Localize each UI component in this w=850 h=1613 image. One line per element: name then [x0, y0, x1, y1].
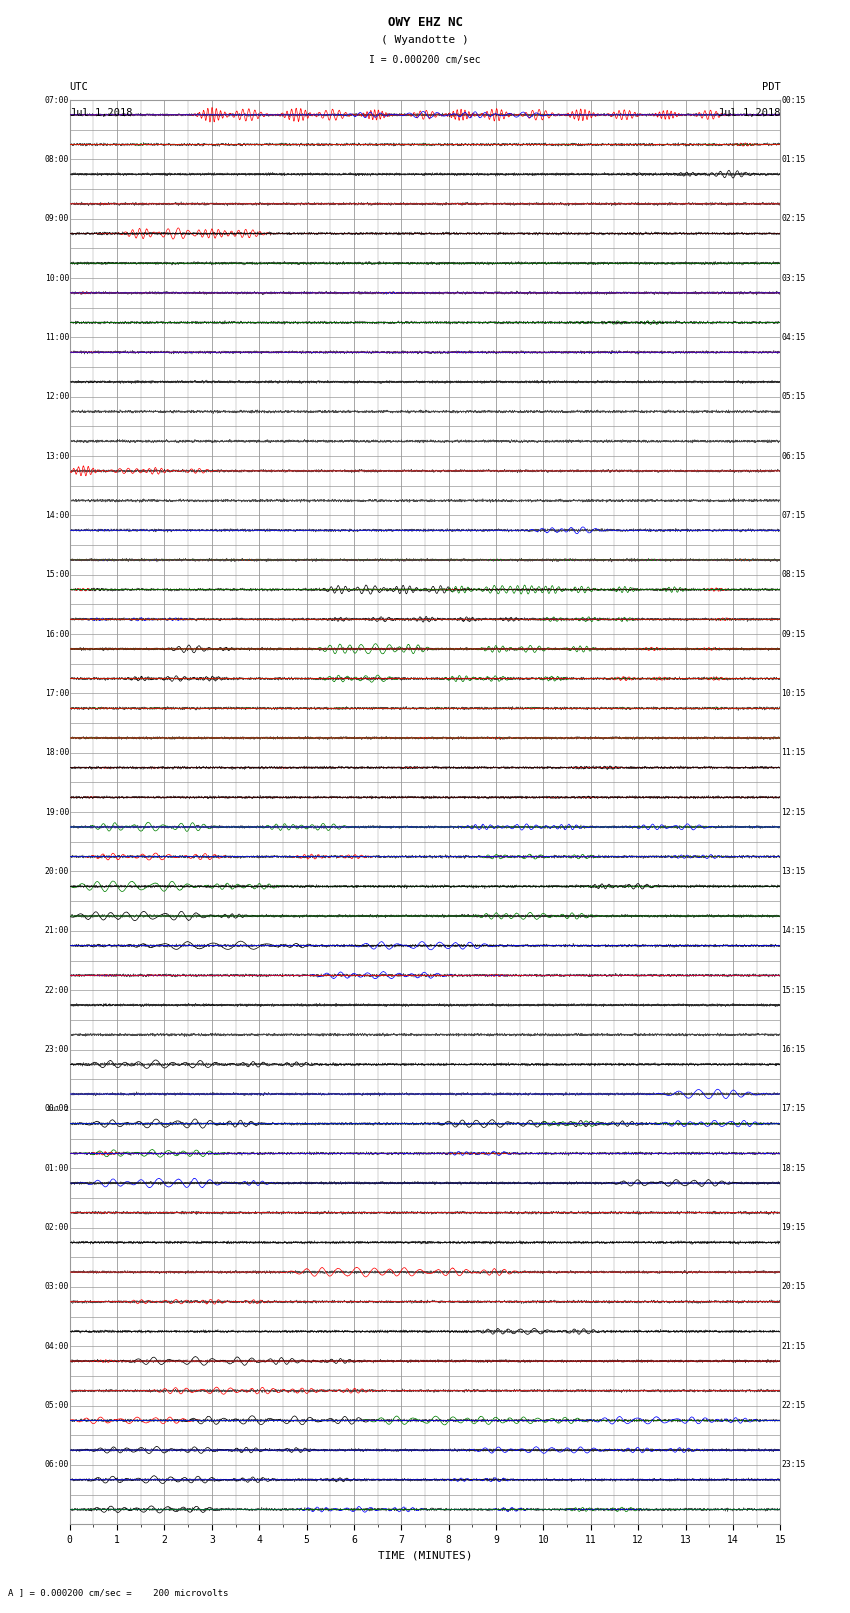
Text: 09:00: 09:00 [44, 215, 69, 223]
Text: 17:15: 17:15 [781, 1105, 806, 1113]
Text: 01:15: 01:15 [781, 155, 806, 165]
Text: 15:15: 15:15 [781, 986, 806, 995]
Text: 05:15: 05:15 [781, 392, 806, 402]
Text: 08:00: 08:00 [44, 155, 69, 165]
Text: 17:00: 17:00 [44, 689, 69, 698]
Text: 12:00: 12:00 [44, 392, 69, 402]
Text: 11:15: 11:15 [781, 748, 806, 756]
Text: 10:15: 10:15 [781, 689, 806, 698]
Text: 11:00: 11:00 [44, 332, 69, 342]
X-axis label: TIME (MINUTES): TIME (MINUTES) [377, 1550, 473, 1560]
Text: 21:15: 21:15 [781, 1342, 806, 1350]
Text: 22:15: 22:15 [781, 1402, 806, 1410]
Text: A ] = 0.000200 cm/sec =    200 microvolts: A ] = 0.000200 cm/sec = 200 microvolts [8, 1587, 229, 1597]
Text: 03:15: 03:15 [781, 274, 806, 282]
Text: I = 0.000200 cm/sec: I = 0.000200 cm/sec [369, 55, 481, 65]
Text: Jul 1,2018: Jul 1,2018 [70, 108, 133, 118]
Text: ( Wyandotte ): ( Wyandotte ) [381, 35, 469, 45]
Text: 12:15: 12:15 [781, 808, 806, 816]
Text: 18:00: 18:00 [44, 748, 69, 756]
Text: 06:00: 06:00 [44, 1460, 69, 1469]
Text: Jul 2: Jul 2 [47, 1107, 69, 1111]
Text: 20:00: 20:00 [44, 868, 69, 876]
Text: 16:00: 16:00 [44, 629, 69, 639]
Text: 20:15: 20:15 [781, 1282, 806, 1292]
Text: 14:00: 14:00 [44, 511, 69, 519]
Text: 23:15: 23:15 [781, 1460, 806, 1469]
Text: 18:15: 18:15 [781, 1163, 806, 1173]
Text: 13:15: 13:15 [781, 868, 806, 876]
Text: 08:15: 08:15 [781, 571, 806, 579]
Text: 02:00: 02:00 [44, 1223, 69, 1232]
Text: UTC: UTC [70, 82, 88, 92]
Text: 09:15: 09:15 [781, 629, 806, 639]
Text: OWY EHZ NC: OWY EHZ NC [388, 16, 462, 29]
Text: 04:00: 04:00 [44, 1342, 69, 1350]
Text: 19:15: 19:15 [781, 1223, 806, 1232]
Text: 15:00: 15:00 [44, 571, 69, 579]
Text: 01:00: 01:00 [44, 1163, 69, 1173]
Text: 06:15: 06:15 [781, 452, 806, 461]
Text: 22:00: 22:00 [44, 986, 69, 995]
Text: 23:00: 23:00 [44, 1045, 69, 1053]
Text: 05:00: 05:00 [44, 1402, 69, 1410]
Text: 19:00: 19:00 [44, 808, 69, 816]
Text: 03:00: 03:00 [44, 1282, 69, 1292]
Text: 16:15: 16:15 [781, 1045, 806, 1053]
Text: 02:15: 02:15 [781, 215, 806, 223]
Text: 13:00: 13:00 [44, 452, 69, 461]
Text: 07:00: 07:00 [44, 95, 69, 105]
Text: 00:15: 00:15 [781, 95, 806, 105]
Text: Jul 1,2018: Jul 1,2018 [717, 108, 780, 118]
Text: 14:15: 14:15 [781, 926, 806, 936]
Text: 04:15: 04:15 [781, 332, 806, 342]
Text: PDT: PDT [762, 82, 780, 92]
Text: 07:15: 07:15 [781, 511, 806, 519]
Text: 21:00: 21:00 [44, 926, 69, 936]
Text: 00:00: 00:00 [44, 1105, 69, 1113]
Text: 10:00: 10:00 [44, 274, 69, 282]
